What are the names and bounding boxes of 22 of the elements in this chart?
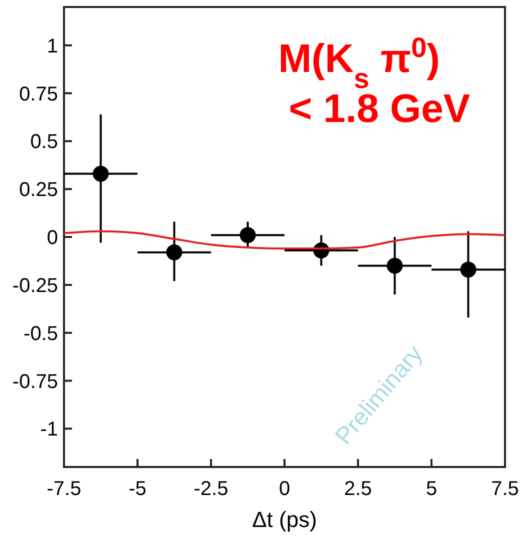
x-tick-label: 5 <box>426 478 438 500</box>
y-tick-label: 1 <box>46 35 58 58</box>
x-tick-label: 7.5 <box>491 478 519 500</box>
y-tick-label: 0 <box>46 227 58 249</box>
x-tick-label: 2.5 <box>344 478 372 500</box>
x-tick-label: -7.5 <box>46 478 82 500</box>
y-tick-label: -0.25 <box>12 274 58 297</box>
y-tick-label: -0.5 <box>24 322 58 345</box>
point <box>386 258 403 274</box>
point <box>92 166 109 182</box>
x-axis-title: Δt (ps) <box>252 507 317 532</box>
x-tick-label: 0 <box>278 478 290 500</box>
x-tick-label: -5 <box>128 478 146 500</box>
point <box>240 227 256 244</box>
y-tick-label: 0.25 <box>19 179 58 202</box>
x-tick-label: -2.5 <box>194 478 228 500</box>
point <box>166 244 182 260</box>
y-tick-label: 0.75 <box>19 83 58 106</box>
y-tick-label: 0.5 <box>30 131 58 154</box>
point <box>460 262 476 278</box>
y-tick-label: -0.75 <box>12 370 58 393</box>
y-tick-label: -1 <box>40 418 58 441</box>
